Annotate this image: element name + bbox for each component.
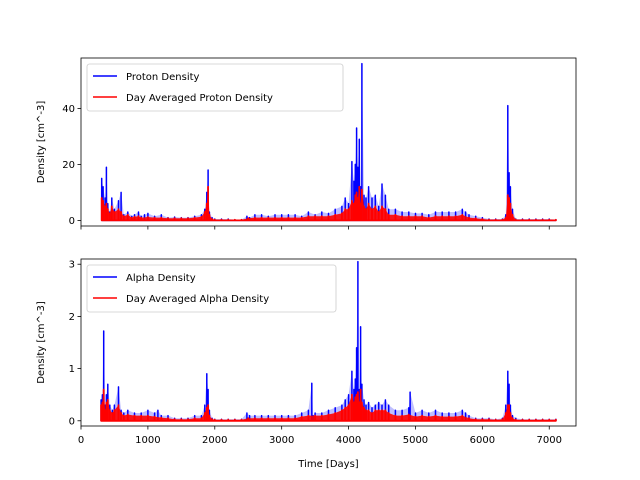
x-tick-label: 1000 [135,435,160,446]
y-tick-label: 20 [62,160,75,171]
proton-density-panel: 0 20 40 Density [cm^-3] Proton Density Day Av… [36,57,577,230]
x-tick-label: 3000 [269,435,294,446]
alpha-density-panel: 0 1000 2000 3000 4000 5000 6000 7000 0 1 2 3 Density… [36,258,577,470]
axes-frame [80,258,577,427]
x-tick-label: 2000 [202,435,227,446]
series-group [100,260,557,422]
legend-label-1: Day Averaged Alpha Density [126,294,269,305]
x-tick-label: 0 [78,435,84,446]
y-tick-label: 0 [69,216,75,227]
y-tick-label: 3 [69,260,75,271]
legend-label-0: Alpha Density [126,273,196,284]
legend-frame [86,63,344,112]
legend: Alpha Density Day Averaged Alpha Density [86,264,337,313]
axes-frame [80,57,577,227]
y-tick-label: 40 [62,104,75,115]
y-tick-label: 1 [69,364,75,375]
series-group [100,62,557,222]
series-fill-1 [101,186,556,221]
x-tick-label: 7000 [537,435,562,446]
y-tick-label: 2 [69,312,75,323]
y-axis-label: Density [cm^-3] [36,301,47,384]
x-tick-label: 4000 [336,435,361,446]
x-axis-label: Time [Days] [297,459,359,470]
legend-label-0: Proton Density [126,72,200,83]
x-tick-label: 6000 [470,435,495,446]
y-axis-label: Density [cm^-3] [36,101,47,184]
legend: Proton Density Day Averaged Proton Densit… [86,63,344,112]
y-tick-label: 0 [69,416,75,427]
legend-frame [86,264,337,313]
legend-label-1: Day Averaged Proton Density [126,93,273,104]
series-fill-1 [101,389,556,421]
x-tick-label: 5000 [403,435,428,446]
